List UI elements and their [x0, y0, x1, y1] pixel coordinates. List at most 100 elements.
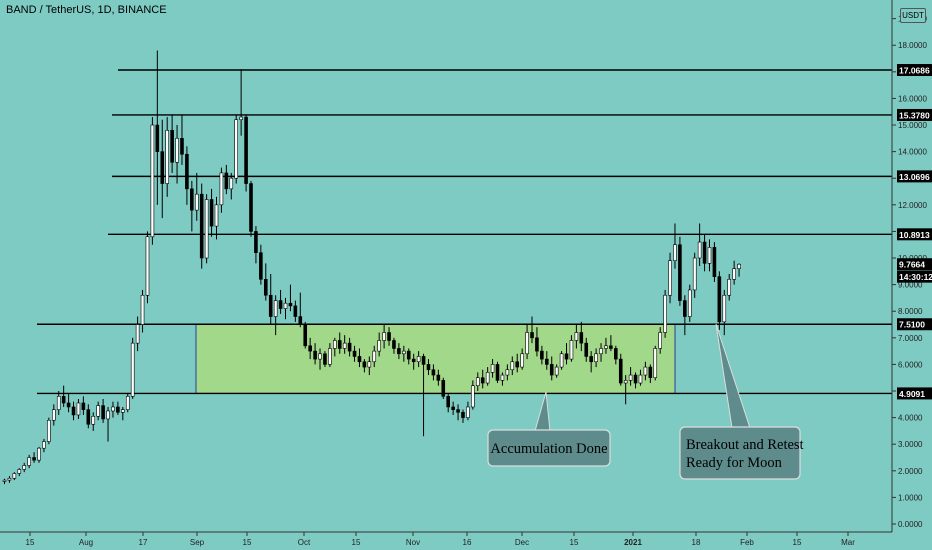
- currency-selector[interactable]: USDT: [900, 8, 926, 23]
- candle-body-down: [209, 199, 214, 227]
- candle-body-down: [392, 340, 396, 349]
- candle-body-up: [125, 396, 130, 410]
- candle-body-down: [303, 324, 308, 347]
- candle-body-down: [406, 350, 411, 360]
- candle-body-up: [604, 345, 608, 349]
- price-tick-label: 3.0000: [898, 440, 923, 449]
- candle-body-up: [333, 340, 337, 349]
- candle-body-down: [480, 377, 485, 384]
- candle-body-down: [515, 361, 520, 368]
- candle-body-down: [564, 353, 569, 360]
- candle-body-down: [540, 350, 544, 360]
- candle-body-up: [673, 244, 677, 261]
- candle-body-up: [658, 332, 662, 349]
- candle-body-down: [618, 358, 623, 384]
- candle-body-up: [175, 138, 179, 163]
- level-price-label-bg: [897, 387, 932, 400]
- candle-body-up: [328, 348, 332, 365]
- candle-body-down: [66, 402, 71, 408]
- candle-body-up: [653, 348, 658, 379]
- candle-body-down: [190, 188, 194, 211]
- candle-body-down: [431, 369, 436, 376]
- time-tick-label: 17: [139, 538, 148, 547]
- callout-pointer: [534, 391, 551, 432]
- callout-text: Accumulation Done: [490, 441, 607, 457]
- candle-body-up: [106, 410, 110, 420]
- candle-body-up: [707, 247, 712, 264]
- candle-body-down: [268, 294, 273, 317]
- candle-body-up: [130, 342, 135, 397]
- candle-body-up: [239, 116, 243, 121]
- candle-body-down: [589, 356, 593, 363]
- candle-body-down: [249, 183, 253, 232]
- candle-body-up: [150, 124, 155, 238]
- last-price-label: 9.7664: [899, 260, 925, 270]
- candle-body-up: [525, 332, 529, 355]
- price-tick-label: 12.0000: [898, 201, 927, 210]
- candle-body-down: [293, 305, 298, 317]
- candle-body-down: [347, 342, 352, 352]
- candle-body-down: [683, 300, 687, 317]
- candle-body-up: [56, 396, 61, 410]
- countdown-label: 14:30:12: [899, 272, 932, 282]
- candle-body-down: [323, 353, 327, 365]
- candle-body-down: [397, 348, 401, 355]
- price-tick-label: 16.0000: [898, 94, 927, 103]
- level-price-label-bg: [897, 318, 932, 331]
- candle-body-up: [17, 469, 22, 474]
- candle-body-down: [362, 361, 367, 368]
- level-price-label: 13.0696: [899, 172, 930, 182]
- candle-body-up: [37, 447, 41, 461]
- candle-body-up: [471, 385, 475, 408]
- time-tick-label: Dec: [515, 538, 529, 547]
- candle-body-down: [61, 396, 66, 404]
- candle-body-down: [717, 276, 722, 323]
- candle-body-down: [337, 340, 342, 349]
- candle-body-down: [180, 138, 184, 155]
- level-price-label-bg: [897, 64, 932, 77]
- candle-body-down: [288, 302, 293, 307]
- candle-body-up: [628, 374, 633, 381]
- time-tick-label: 15: [352, 538, 361, 547]
- candle-body-up: [599, 348, 603, 355]
- price-tick-label: 15.0000: [898, 121, 927, 130]
- candle-body-down: [185, 153, 189, 190]
- candle-body-up: [204, 199, 209, 259]
- level-price-label: 4.9091: [899, 389, 925, 399]
- candle-body-down: [411, 358, 416, 363]
- candle-body-up: [402, 350, 406, 355]
- callout-text: Breakout and Retest: [686, 437, 804, 453]
- candle-body-down: [155, 124, 160, 152]
- time-tick-label: 15: [793, 538, 802, 547]
- candle-body-down: [298, 316, 303, 325]
- candle-body-down: [224, 172, 229, 190]
- candle-body-up: [687, 289, 692, 317]
- candle-body-up: [668, 260, 672, 296]
- price-tick-label: 7.0000: [898, 334, 923, 343]
- candle-body-up: [372, 350, 377, 363]
- candle-body-down: [313, 350, 317, 360]
- candle-body-down: [278, 300, 283, 309]
- candle-body-down: [308, 345, 312, 352]
- price-tick-label: 9.0000: [898, 281, 923, 290]
- candle-body-up: [382, 332, 386, 341]
- level-price-label: 7.5100: [899, 320, 925, 330]
- candle-body-up: [7, 477, 12, 481]
- candle-body-down: [357, 356, 362, 363]
- price-tick-label: 14.0000: [898, 148, 927, 157]
- candle-body-down: [712, 247, 717, 277]
- level-price-label: 15.3780: [899, 110, 930, 120]
- candle-body-down: [352, 350, 357, 357]
- candle-body-down: [244, 116, 248, 184]
- time-tick-label: 15: [26, 538, 35, 547]
- candle-body-down: [160, 151, 165, 184]
- time-tick-label: Nov: [406, 538, 420, 547]
- time-tick-label: Mar: [841, 538, 855, 547]
- level-price-label: 17.0686: [899, 66, 930, 76]
- candle-body-up: [135, 324, 140, 344]
- candle-body-down: [544, 358, 549, 365]
- candle-body-down: [71, 406, 76, 416]
- candle-body-down: [495, 364, 500, 381]
- candle-body-up: [121, 409, 125, 413]
